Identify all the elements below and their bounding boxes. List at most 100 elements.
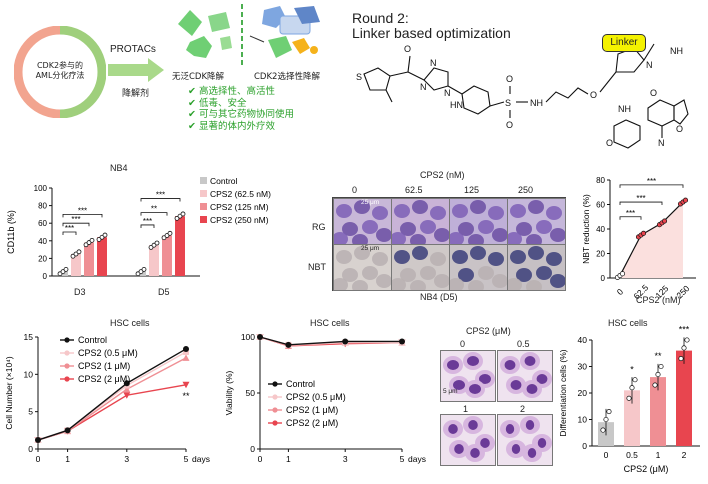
data-point (640, 230, 647, 236)
arrow-label-protacs: PROTACs (110, 44, 156, 55)
hsc-stain-tile (497, 414, 553, 466)
svg-text:N: N (658, 138, 665, 148)
svg-text:O: O (506, 120, 513, 130)
data-point (89, 237, 95, 243)
nbt-stain-tile (333, 244, 392, 291)
series-line (37, 384, 187, 441)
data-point (123, 392, 131, 399)
svg-text:O: O (650, 88, 657, 98)
significance-label: ** (182, 391, 190, 401)
data-point (626, 395, 632, 401)
aml-therapy-circle (14, 26, 106, 118)
hsc-micro-header: CPS2 (μM) (466, 326, 511, 336)
data-point (632, 377, 638, 383)
svg-text:N: N (444, 88, 451, 98)
legend-swatch (200, 203, 207, 210)
significance-label: ** (654, 351, 662, 361)
bar (175, 216, 185, 276)
y-axis-label: Viability (%) (224, 370, 234, 415)
y-tick-label: 100 (34, 184, 48, 193)
legend-label: Control (78, 335, 107, 345)
x-tick-label: 5 (400, 454, 405, 464)
legend-label: CPS2 (1 μM) (286, 405, 338, 415)
svg-text:O: O (606, 138, 613, 148)
rg-stain-tile (507, 198, 566, 245)
x-tick-label: 2 (682, 450, 687, 460)
y-tick-label: 20 (38, 254, 47, 263)
y-tick-label: 40 (38, 237, 47, 246)
micro-scale-label: 25 μm (361, 245, 380, 252)
x-tick-label: 0.5 (626, 450, 638, 460)
micro-header: CPS2 (nM) (420, 170, 465, 180)
x-tick-label: 5 (184, 454, 189, 464)
hsc-viability-title: HSC cells (310, 318, 350, 328)
rg-stain-tile (391, 198, 450, 245)
legend-marker (272, 394, 278, 400)
significance-bracket (62, 214, 103, 218)
benefit-list: ✔ 高选择性、高活性 ✔ 低毒、安全 ✔ 可与其它药物协同使用 ✔ 显著的体内外… (188, 86, 294, 132)
legend-marker (272, 381, 278, 387)
data-point (681, 345, 687, 351)
significance-label: *** (71, 215, 80, 224)
micro-row-nbt: NBT (308, 262, 326, 272)
legend-label: CPS2 (250 nM) (210, 215, 269, 225)
data-point (342, 338, 349, 345)
legend-swatch (200, 216, 207, 223)
hsc-stain-tile (440, 350, 496, 402)
x-tick-label: 1 (65, 454, 70, 464)
data-point (682, 197, 689, 203)
legend-label: CPS2 (0.5 μM) (286, 392, 346, 402)
y-tick-label: 80 (38, 202, 47, 211)
round-title: Round 2: (352, 10, 409, 26)
nbt-xlabel: CPS2 (nM) (636, 295, 681, 305)
x-tick-label: 1 (656, 450, 661, 460)
nbt-stain-tile (449, 244, 508, 291)
significance-label: *** (626, 209, 635, 218)
data-point (64, 427, 71, 434)
linker-label: Linker (610, 37, 638, 48)
legend-marker (272, 407, 278, 413)
data-point (182, 381, 190, 389)
data-point (180, 211, 186, 217)
significance-bracket (619, 184, 684, 188)
rg-stain-tile (333, 198, 392, 245)
nb4-microscopy-grid: 25 μm 25 μm (332, 197, 566, 291)
legend-label: CPS2 (125 nM) (210, 202, 269, 212)
data-point (678, 355, 684, 362)
svg-text:N: N (430, 58, 437, 68)
y-tick-label: 40 (596, 225, 605, 234)
data-point (399, 338, 405, 345)
data-point (629, 385, 635, 391)
svg-text:NH: NH (670, 46, 683, 56)
x-tick-label: 1 (286, 454, 291, 464)
x-tick-label: 0 (604, 450, 609, 460)
significance-bracket (140, 198, 181, 202)
y-tick-label: 50 (246, 388, 256, 398)
pan-cdk-shape-2 (208, 12, 230, 32)
y-tick-label: 0 (28, 444, 33, 454)
pan-cdk-shape-4 (220, 36, 232, 50)
svg-text:O: O (676, 124, 683, 134)
data-point (600, 427, 606, 433)
x-axis-label: days (192, 454, 210, 464)
y-tick-label: 10 (578, 415, 588, 425)
data-point (285, 341, 292, 348)
y-tick-label: 0 (601, 274, 606, 283)
hsc-micro-label-1: 0.5 (517, 339, 530, 349)
data-point (606, 409, 612, 415)
y-tick-label: 20 (578, 388, 588, 398)
legend-swatch (200, 190, 207, 197)
bar (162, 235, 172, 276)
legend-label: CPS2 (2 μM) (286, 418, 338, 428)
y-axis-label: NBT reduction (%) (581, 194, 591, 264)
hsc-micro-label-2: 1 (463, 404, 469, 414)
pan-cdk-shape-1 (178, 10, 202, 36)
data-point (167, 230, 173, 236)
y-tick-label: 20 (596, 250, 605, 259)
legend-label: CPS2 (0.5 μM) (78, 348, 138, 358)
svg-text:NH: NH (530, 98, 543, 108)
y-tick-label: 5 (28, 407, 33, 417)
svg-text:HN: HN (450, 100, 463, 110)
bar (676, 350, 692, 446)
significance-label: *** (647, 177, 656, 186)
